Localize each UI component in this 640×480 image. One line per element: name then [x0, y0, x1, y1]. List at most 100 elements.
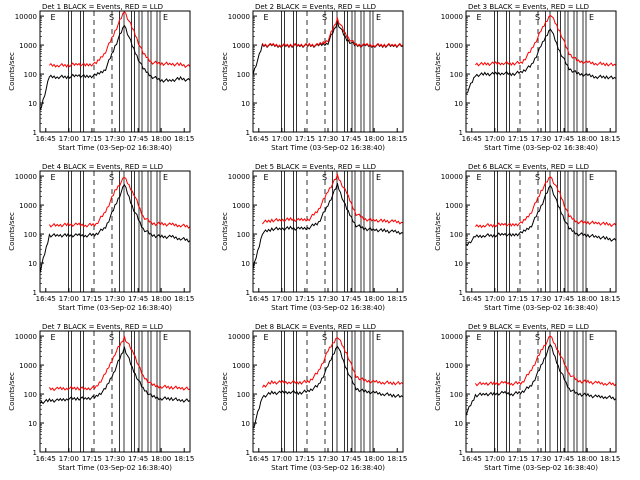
y-tick-label: 100 — [24, 71, 37, 79]
y-tick-label: 10000 — [441, 333, 463, 341]
y-tick-label: 1 — [459, 289, 463, 297]
interval-marker: S — [535, 13, 540, 22]
y-tick-label: 1000 — [232, 202, 250, 210]
x-tick-label: 17:30 — [531, 455, 551, 463]
lld-series-line — [262, 172, 404, 225]
x-tick-label: 18:15 — [387, 135, 407, 143]
x-tick-label: 17:45 — [341, 455, 361, 463]
y-tick-label: 10 — [28, 100, 37, 108]
y-tick-label: 10000 — [441, 173, 463, 181]
x-tick-label: 17:15 — [295, 135, 315, 143]
chart-title: Det 9 BLACK = Events, RED = LLD — [468, 323, 589, 331]
x-tick-label: 17:45 — [128, 455, 148, 463]
x-tick-label: 17:15 — [82, 455, 102, 463]
y-axis-label: Counts/sec — [8, 52, 16, 91]
x-tick-label: 17:00 — [272, 295, 292, 303]
interval-marker: E — [51, 333, 56, 342]
y-tick-label: 100 — [450, 391, 463, 399]
chart-title: Det 3 BLACK = Events, RED = LLD — [468, 3, 589, 11]
y-tick-label: 1 — [246, 449, 250, 457]
x-tick-label: 17:45 — [341, 135, 361, 143]
interval-marker: S — [109, 333, 114, 342]
interval-marker: S — [109, 173, 114, 182]
lld-series-line — [261, 337, 404, 388]
x-tick-label: 17:00 — [485, 135, 505, 143]
y-tick-label: 100 — [237, 71, 250, 79]
interval-marker: E — [163, 333, 168, 342]
y-axis-label: Counts/sec — [434, 212, 442, 251]
interval-marker: E — [163, 13, 168, 22]
y-tick-label: 100 — [24, 391, 37, 399]
y-tick-label: 10000 — [15, 13, 37, 21]
x-tick-label: 18:15 — [387, 295, 407, 303]
x-tick-label: 17:15 — [508, 295, 528, 303]
y-tick-label: 10000 — [15, 333, 37, 341]
x-tick-label: 17:00 — [59, 455, 79, 463]
x-tick-label: 16:45 — [249, 135, 269, 143]
plot-frame — [39, 170, 191, 293]
y-tick-label: 10 — [241, 420, 250, 428]
y-tick-label: 1 — [459, 129, 463, 137]
x-tick-label: 17:00 — [59, 135, 79, 143]
x-tick-label: 17:15 — [508, 455, 528, 463]
x-axis-label: Start Time (03-Sep-02 16:38:40) — [58, 144, 172, 152]
plot-frame — [252, 10, 404, 133]
x-tick-label: 18:00 — [364, 455, 384, 463]
x-tick-label: 18:00 — [364, 295, 384, 303]
lld-series-line — [49, 11, 191, 69]
y-tick-label: 1000 — [445, 362, 463, 370]
interval-marker: E — [264, 333, 269, 342]
x-tick-label: 17:30 — [531, 135, 551, 143]
events-series-line — [39, 346, 191, 405]
interval-marker: E — [264, 13, 269, 22]
y-tick-label: 1000 — [19, 202, 37, 210]
interval-marker: E — [477, 333, 482, 342]
plot-frame — [39, 10, 191, 133]
y-tick-label: 1000 — [232, 362, 250, 370]
lld-series-line — [475, 176, 617, 229]
y-tick-label: 100 — [450, 231, 463, 239]
x-tick-label: 16:45 — [36, 455, 56, 463]
y-tick-label: 1000 — [19, 362, 37, 370]
x-tick-label: 18:00 — [364, 135, 384, 143]
y-tick-label: 10 — [454, 100, 463, 108]
y-tick-label: 1000 — [445, 202, 463, 210]
interval-marker: E — [477, 13, 482, 22]
x-tick-label: 18:00 — [151, 455, 171, 463]
x-tick-label: 17:45 — [554, 455, 574, 463]
interval-marker: S — [109, 13, 114, 22]
interval-marker: E — [589, 13, 594, 22]
x-tick-label: 17:15 — [295, 455, 315, 463]
x-tick-label: 17:00 — [59, 295, 79, 303]
events-series-line — [465, 343, 617, 417]
events-series-line — [39, 183, 191, 274]
events-series-line — [39, 24, 191, 111]
interval-marker: E — [477, 173, 482, 182]
interval-marker: E — [589, 173, 594, 182]
plot-frame — [252, 170, 404, 293]
plot-frame — [465, 330, 617, 453]
chart-title: Det 7 BLACK = Events, RED = LLD — [42, 323, 163, 331]
x-axis-label: Start Time (03-Sep-02 16:38:40) — [484, 464, 598, 472]
interval-marker: S — [322, 13, 327, 22]
y-tick-label: 100 — [450, 71, 463, 79]
interval-marker: E — [589, 333, 594, 342]
x-tick-label: 18:15 — [600, 455, 620, 463]
events-series-line — [465, 184, 617, 246]
interval-marker: E — [264, 173, 269, 182]
interval-marker: E — [51, 13, 56, 22]
x-tick-label: 18:15 — [600, 295, 620, 303]
x-axis-label: Start Time (03-Sep-02 16:38:40) — [271, 144, 385, 152]
x-tick-label: 17:30 — [105, 455, 125, 463]
x-tick-label: 16:45 — [36, 135, 56, 143]
y-tick-label: 1 — [33, 289, 37, 297]
y-tick-label: 100 — [24, 231, 37, 239]
y-tick-label: 100 — [237, 391, 250, 399]
interval-marker: S — [322, 333, 327, 342]
chart-title: Det 6 BLACK = Events, RED = LLD — [468, 163, 589, 171]
x-tick-label: 17:45 — [554, 295, 574, 303]
interval-marker: E — [376, 173, 381, 182]
